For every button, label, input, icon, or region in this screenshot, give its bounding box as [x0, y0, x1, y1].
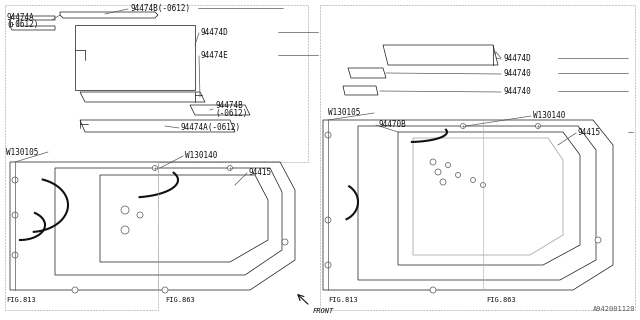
Circle shape — [12, 212, 18, 218]
Text: 94474B(-0612): 94474B(-0612) — [130, 4, 190, 12]
Text: 94415: 94415 — [248, 167, 271, 177]
Text: 94470B: 94470B — [378, 119, 406, 129]
Circle shape — [162, 287, 168, 293]
Circle shape — [481, 182, 486, 188]
Text: 944740: 944740 — [503, 86, 531, 95]
Text: W130105: W130105 — [328, 108, 360, 116]
Circle shape — [152, 165, 157, 171]
Circle shape — [445, 163, 451, 167]
Circle shape — [12, 252, 18, 258]
Circle shape — [325, 132, 331, 138]
Circle shape — [470, 178, 476, 182]
Circle shape — [456, 172, 461, 178]
Circle shape — [227, 165, 232, 171]
Circle shape — [121, 206, 129, 214]
Text: 94474D: 94474D — [200, 28, 228, 36]
Text: A942001120: A942001120 — [593, 306, 635, 312]
Circle shape — [12, 177, 18, 183]
Circle shape — [430, 159, 436, 165]
Text: FIG.813: FIG.813 — [328, 297, 358, 303]
Text: FRONT: FRONT — [313, 308, 334, 314]
Text: 94415: 94415 — [578, 127, 601, 137]
Circle shape — [595, 237, 601, 243]
Text: W130105: W130105 — [6, 148, 38, 156]
Text: 94474D: 94474D — [503, 53, 531, 62]
Text: W130140: W130140 — [185, 150, 218, 159]
Text: 944740: 944740 — [503, 68, 531, 77]
Circle shape — [325, 262, 331, 268]
Circle shape — [536, 124, 541, 129]
Text: (-0612): (-0612) — [6, 20, 38, 28]
Text: W130140: W130140 — [533, 110, 565, 119]
Text: 94474A: 94474A — [6, 12, 34, 21]
Circle shape — [461, 124, 465, 129]
Text: FIG.863: FIG.863 — [486, 297, 516, 303]
Text: 94474B: 94474B — [215, 100, 243, 109]
Text: 94474A(-0612): 94474A(-0612) — [180, 123, 240, 132]
Circle shape — [325, 217, 331, 223]
Text: 94474E: 94474E — [200, 51, 228, 60]
Text: FIG.813: FIG.813 — [6, 297, 36, 303]
Circle shape — [430, 287, 436, 293]
Circle shape — [435, 169, 441, 175]
Text: (-0612): (-0612) — [215, 108, 248, 117]
Circle shape — [282, 239, 288, 245]
Text: FIG.863: FIG.863 — [165, 297, 195, 303]
Circle shape — [72, 287, 78, 293]
Circle shape — [440, 179, 446, 185]
Circle shape — [121, 226, 129, 234]
Circle shape — [137, 212, 143, 218]
